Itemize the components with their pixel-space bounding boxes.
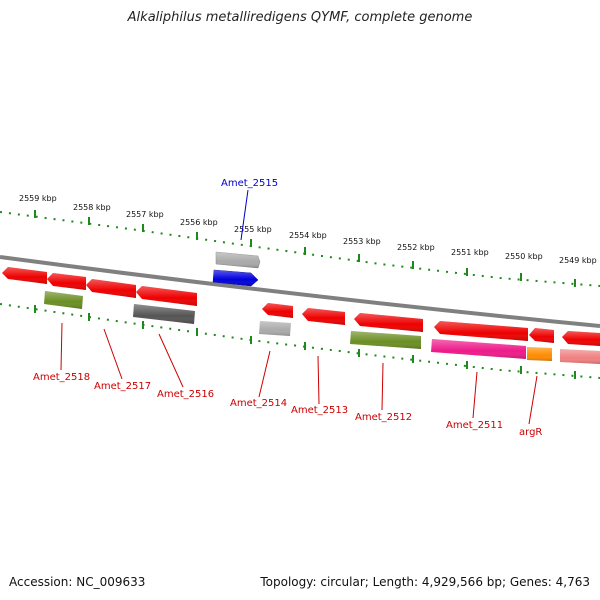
feature-amet-2514-gene[interactable]	[262, 303, 293, 318]
kbp-label: 2552 kbp	[397, 243, 435, 252]
outer-major-ticks	[34, 210, 576, 287]
feature-amet-2512-cds[interactable]	[350, 331, 421, 349]
feature-amet-2518-gene[interactable]	[2, 267, 47, 284]
kbp-label: 2554 kbp	[289, 231, 327, 240]
kbp-label: 2553 kbp	[343, 237, 381, 246]
gene-label-amet-2515[interactable]: Amet_2515	[221, 178, 278, 189]
gene-label-amet-2512[interactable]: Amet_2512	[355, 412, 412, 423]
gene-labels: Amet_2515 Amet_2518 Amet_2517 Amet_2516 …	[33, 178, 542, 438]
reverse-cds	[44, 291, 600, 364]
kbp-label: 2550 kbp	[505, 252, 543, 261]
genome-backbone	[0, 255, 600, 328]
feature-amet-2515-cds[interactable]	[212, 269, 259, 287]
feature-next-cds[interactable]	[560, 349, 600, 364]
gene-label-amet-2517[interactable]: Amet_2517	[94, 381, 151, 392]
feature-amet-2514-cds[interactable]	[259, 321, 291, 336]
feature-argr-cds[interactable]	[527, 347, 552, 361]
kbp-label: 2549 kbp	[559, 256, 597, 265]
feature-amet-2512-gene[interactable]	[354, 313, 423, 332]
kbp-label: 2555 kbp	[234, 225, 272, 234]
callout-lines	[60, 189, 538, 425]
feature-argr-gene[interactable]	[529, 328, 554, 343]
kbp-label: 2557 kbp	[126, 210, 164, 219]
gene-label-amet-2518[interactable]: Amet_2518	[33, 372, 90, 383]
kbp-labels: 2559 kbp 2558 kbp 2557 kbp 2556 kbp 2555…	[19, 194, 597, 265]
kbp-label: 2559 kbp	[19, 194, 57, 203]
accession-label: Accession: NC_009633	[9, 575, 146, 589]
feature-amet-2518b-gene[interactable]	[47, 273, 86, 290]
gene-label-amet-2514[interactable]: Amet_2514	[230, 398, 287, 409]
forward-features	[212, 251, 261, 287]
feature-amet-2517-gene[interactable]	[86, 279, 136, 298]
gene-label-amet-2511[interactable]: Amet_2511	[446, 420, 503, 431]
outer-tick-ruler	[0, 211, 600, 287]
feature-amet-2513-gene[interactable]	[302, 308, 345, 325]
kbp-label: 2558 kbp	[73, 203, 111, 212]
gene-label-amet-2516[interactable]: Amet_2516	[157, 389, 214, 400]
inner-major-ticks	[34, 305, 576, 379]
inner-tick-ruler	[0, 303, 600, 379]
feature-amet-2511-gene[interactable]	[434, 321, 528, 341]
reverse-genes	[2, 267, 600, 346]
kbp-label: 2556 kbp	[180, 218, 218, 227]
gene-label-argr[interactable]: argR	[519, 427, 542, 438]
kbp-label: 2551 kbp	[451, 248, 489, 257]
feature-next-gene[interactable]	[562, 331, 600, 346]
gene-label-amet-2513[interactable]: Amet_2513	[291, 405, 348, 416]
page-title: Alkaliphilus metalliredigens QYMF, compl…	[127, 10, 473, 25]
topology-label: Topology: circular; Length: 4,929,566 bp…	[260, 575, 590, 589]
feature-amet-2516-cds[interactable]	[133, 304, 195, 324]
feature-amet-2516-gene[interactable]	[136, 286, 197, 306]
feature-amet-2518-cds[interactable]	[44, 291, 83, 309]
feature-amet-2511-cds[interactable]	[431, 339, 526, 359]
feature-amet-2515-gene[interactable]	[215, 251, 261, 269]
